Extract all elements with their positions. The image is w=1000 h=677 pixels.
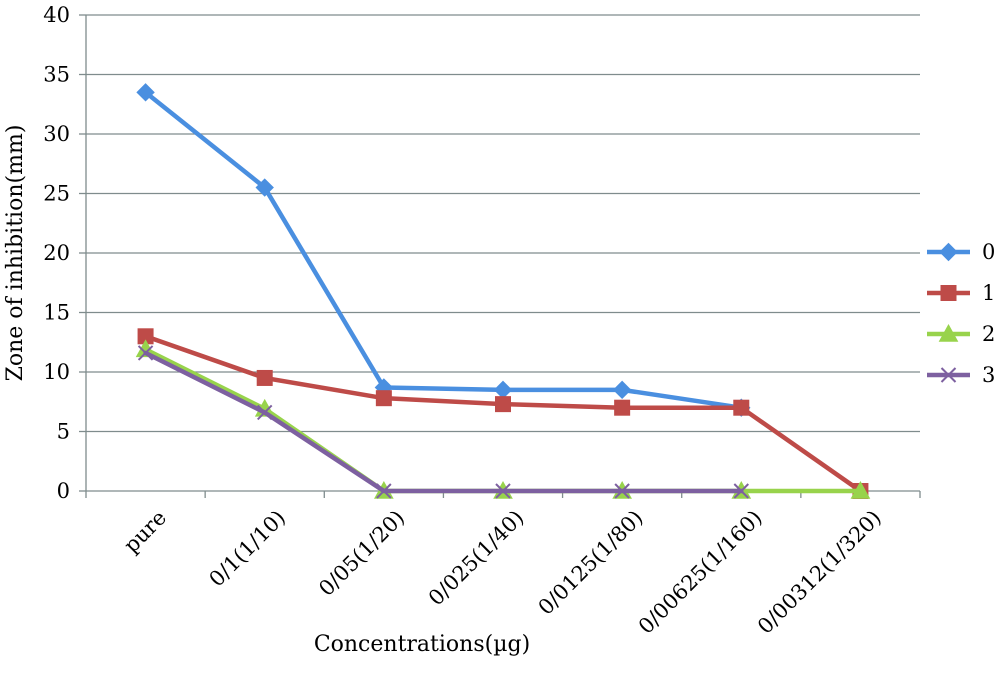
marker-stroke (257, 404, 273, 421)
y-tick-label: 10 (43, 360, 70, 384)
data-point (137, 345, 154, 361)
legend-swatch-marker (939, 242, 958, 262)
series-0 (136, 83, 751, 417)
data-point (612, 380, 632, 400)
y-tick-label: 35 (43, 63, 70, 87)
marker-stroke (376, 483, 392, 499)
x-tick-label: 0/00312(1/320) (753, 506, 886, 639)
marker-stroke (137, 345, 154, 361)
data-point (136, 83, 155, 102)
x-tick-label: pure (119, 506, 171, 558)
series-3 (137, 345, 749, 499)
data-point (376, 483, 392, 499)
x-tick-label: 0/00625(1/160) (634, 506, 767, 639)
legend-item-2: 2 (927, 322, 995, 346)
legend-item-0: 0 (927, 240, 995, 264)
marker-stroke (733, 483, 749, 499)
y-tick-label: 25 (43, 182, 70, 206)
data-point (375, 390, 392, 407)
data-point (733, 399, 750, 416)
x-tick-label: 0/025(1/40) (424, 506, 529, 611)
x-axis-title: Concentrations(µg) (314, 632, 530, 657)
series (135, 83, 871, 499)
legend-label: 3 (982, 363, 995, 387)
x-tick-label: 0/0125(1/80) (534, 506, 648, 620)
legend-label: 1 (982, 281, 995, 305)
x-tick-label: 0/05(1/20) (314, 506, 409, 601)
legend: 0 1 2 3 (927, 240, 995, 387)
y-tick-label: 40 (43, 3, 70, 27)
y-tick-label: 0 (57, 479, 70, 503)
data-point (257, 404, 273, 421)
legend-item-1: 1 (927, 281, 995, 305)
legend-swatch-marker (940, 285, 957, 301)
series-line-1 (143, 334, 863, 494)
marker-stroke (614, 483, 630, 499)
y-tick-label: 30 (43, 122, 70, 146)
legend-label: 2 (982, 322, 995, 346)
axes (79, 14, 921, 498)
marker-stroke (495, 483, 511, 499)
y-axis-title: Zone of inhibition(mm) (3, 125, 28, 382)
gridlines (86, 14, 920, 433)
series-line-3 (143, 350, 744, 494)
legend-swatch-marker (940, 367, 957, 383)
data-point (495, 396, 511, 413)
series-line-2 (143, 347, 863, 494)
marker-stroke (940, 367, 957, 383)
data-point (493, 380, 513, 400)
series-line-0 (143, 90, 744, 410)
x-tick-labels: pure 0/1(1/10) 0/05(1/20) 0/025(1/40) 0/0125… (119, 506, 886, 639)
data-point (256, 369, 273, 386)
data-point (255, 178, 274, 197)
y-tick-label: 15 (43, 301, 70, 325)
data-point (614, 483, 630, 499)
data-point (733, 483, 749, 499)
y-tick-label: 20 (43, 241, 70, 265)
x-tick-label: 0/1(1/10) (204, 506, 290, 592)
data-point (495, 483, 511, 499)
series-1 (137, 328, 869, 499)
y-tick-labels: 0 5 10 15 20 25 30 35 40 (43, 3, 70, 503)
data-point (850, 480, 871, 499)
legend-label: 0 (982, 240, 995, 264)
legend-item-3: 3 (927, 363, 995, 387)
y-tick-label: 5 (57, 420, 70, 444)
legend-swatch-marker (938, 323, 959, 342)
data-point (614, 399, 631, 416)
